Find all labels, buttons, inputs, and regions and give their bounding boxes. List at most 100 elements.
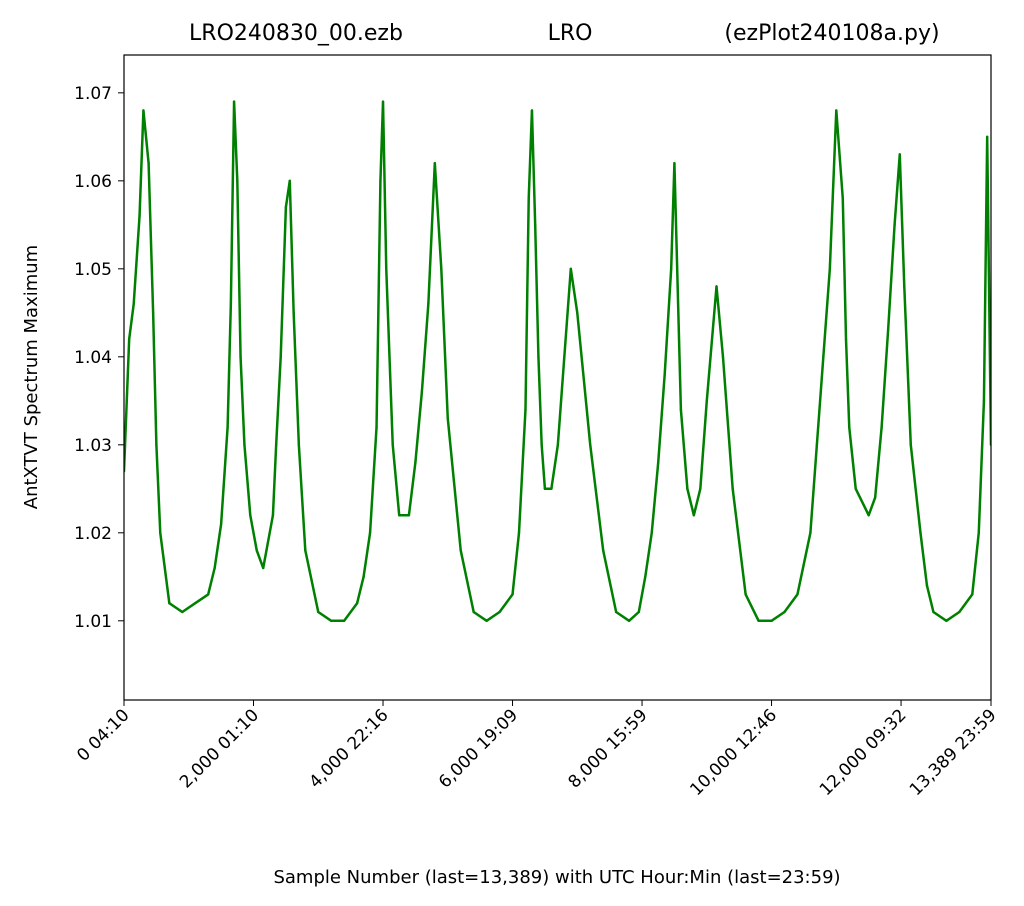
x-tick-label: 13,389 23:59 — [906, 705, 1001, 800]
data-point — [692, 514, 696, 517]
data-point — [657, 461, 660, 464]
data-point — [796, 593, 799, 596]
data-point — [459, 549, 462, 552]
data-point — [440, 267, 443, 271]
data-point — [744, 593, 747, 596]
data-point — [232, 100, 236, 103]
y-tick-label: 1.02 — [74, 524, 112, 544]
data-point — [342, 619, 346, 622]
data-point — [472, 610, 475, 614]
data-point — [848, 426, 851, 429]
data-point — [288, 179, 291, 183]
x-tick-label: 10,000 12:46 — [686, 705, 781, 800]
data-point — [219, 522, 223, 526]
data-point — [262, 566, 265, 570]
data-point — [867, 514, 870, 517]
data-point — [159, 531, 162, 535]
data-point — [958, 610, 961, 614]
data-point — [243, 443, 246, 447]
data-point — [589, 443, 592, 447]
data-point — [543, 487, 547, 491]
data-point — [274, 443, 278, 447]
data-point — [945, 619, 948, 622]
data-point — [982, 399, 986, 403]
data-point — [381, 100, 385, 103]
data-point — [427, 302, 430, 306]
y-tick-label: 1.03 — [74, 436, 112, 456]
x-axis-label: Sample Number (last=13,389) with UTC Hou… — [273, 867, 840, 888]
data-point — [304, 549, 307, 552]
data-point — [614, 610, 618, 614]
data-point — [255, 549, 258, 552]
data-point — [841, 197, 844, 200]
data-point — [686, 487, 689, 491]
data-point — [569, 267, 573, 271]
data-point — [511, 593, 514, 596]
data-point — [485, 619, 488, 622]
data-point — [663, 373, 666, 376]
data-point — [537, 355, 540, 359]
data-point — [127, 338, 131, 341]
data-point — [637, 610, 640, 614]
data-point — [530, 109, 534, 112]
data-point — [540, 443, 543, 447]
data-point — [893, 223, 896, 227]
chart-title-right: (ezPlot240108a.py) — [724, 21, 939, 46]
data-point — [563, 355, 566, 359]
data-point — [385, 267, 388, 271]
data-point — [977, 531, 980, 535]
data-point — [601, 549, 605, 552]
data-point — [317, 610, 320, 614]
data-point — [249, 514, 252, 517]
x-tick-label: 0 04:10 — [73, 705, 133, 765]
data-point — [985, 135, 989, 139]
y-axis-label: AntXTVT Spectrum Maximum — [21, 245, 42, 509]
data-point — [971, 593, 974, 596]
data-point — [705, 399, 708, 403]
data-point — [898, 153, 901, 156]
data-point — [699, 487, 702, 491]
data-point — [379, 179, 382, 183]
data-point — [715, 285, 718, 288]
data-point — [414, 461, 417, 464]
data-point — [576, 311, 579, 315]
data-point — [909, 443, 912, 447]
data-point — [835, 109, 838, 112]
data-point — [236, 179, 239, 183]
data-point — [138, 214, 141, 218]
data-point — [880, 426, 883, 429]
data-point — [925, 584, 929, 587]
data-point — [155, 443, 158, 447]
data-point — [517, 531, 521, 535]
y-tick-label: 1.05 — [74, 260, 112, 280]
data-point — [433, 162, 437, 165]
plot-frame — [123, 54, 992, 701]
data-point — [644, 575, 647, 579]
data-point — [330, 619, 333, 622]
data-point — [284, 206, 288, 209]
y-tick-label: 1.01 — [74, 612, 112, 632]
data-point — [194, 602, 197, 605]
data-point — [132, 302, 135, 306]
series-line — [124, 100, 991, 623]
data-point — [151, 311, 155, 315]
data-point — [206, 593, 210, 596]
data-point — [362, 575, 365, 579]
data-point — [550, 487, 553, 491]
x-axis: 0 04:10 2,000 01:10 4,000 22:16 6,000 19:09… — [73, 700, 1001, 800]
data-point — [239, 355, 242, 359]
x-tick-label: 8,000 15:59 — [565, 705, 652, 792]
data-point — [533, 223, 537, 227]
x-tick-label: 4,000 22:16 — [306, 705, 393, 792]
x-tick-label: 2,000 01:10 — [176, 705, 263, 792]
chart-title-center: LRO — [548, 21, 593, 46]
data-point — [292, 311, 295, 315]
data-point — [627, 619, 631, 622]
data-point — [407, 514, 411, 517]
data-point — [886, 329, 890, 332]
data-point — [142, 109, 145, 112]
data-point — [783, 610, 786, 614]
data-point — [226, 426, 229, 429]
data-point — [669, 267, 673, 271]
